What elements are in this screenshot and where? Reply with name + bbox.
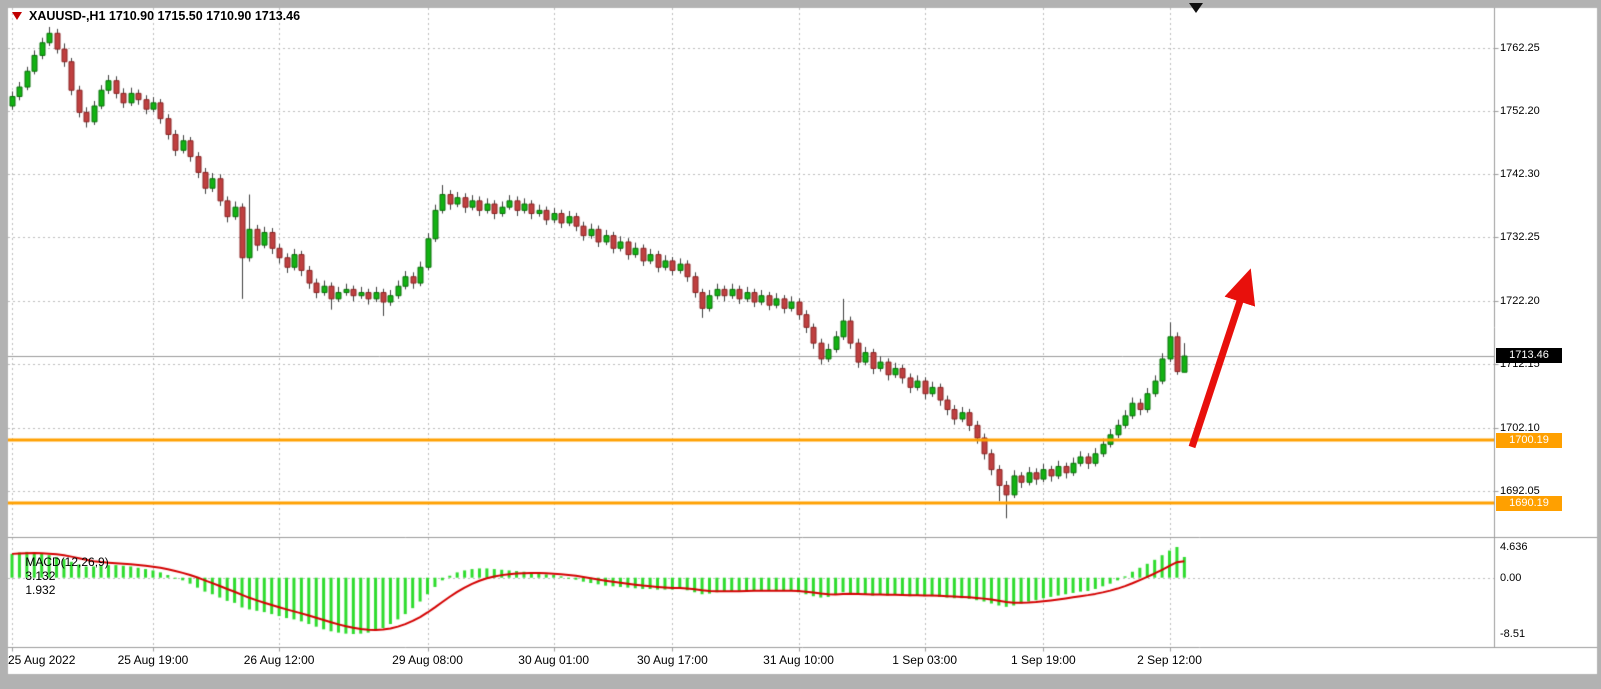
macd-header: MACD(12,26,9) 3.132 1.932 (12, 541, 115, 611)
down-triangle-marker (1189, 3, 1203, 13)
time-axis-label: 31 Aug 10:00 (763, 653, 834, 667)
time-axis-label: 25 Aug 2022 (8, 653, 76, 667)
price-axis-label: 1762.25 (1500, 41, 1540, 54)
symbol-triangle-icon[interactable] (12, 12, 22, 20)
time-axis-label: 26 Aug 12:00 (243, 653, 315, 667)
macd-axis-max: 4.636 (1500, 541, 1528, 554)
macd-axis-zero: 0.00 (1500, 571, 1522, 584)
symbol-ohlc-label: XAUUSD-,H1 1710.90 1715.50 1710.90 1713.… (29, 9, 301, 23)
chart-header: XAUUSD-,H1 1710.90 1715.50 1710.90 1713.… (12, 9, 300, 23)
level-price-tag[interactable]: 1700.19 (1496, 432, 1562, 448)
macd-title: MACD(12,26,9) (25, 555, 109, 569)
macd-axis-min: -8.51 (1500, 628, 1526, 641)
time-axis-label: 29 Aug 08:00 (392, 653, 463, 667)
price-axis-label: 1702.10 (1500, 421, 1540, 434)
time-axis-label: 2 Sep 12:00 (1137, 653, 1202, 667)
macd-main-value: 3.132 (25, 569, 56, 583)
time-axis-label: 30 Aug 17:00 (637, 653, 708, 667)
level-price-tag[interactable]: 1690.19 (1496, 496, 1562, 512)
macd-signal-value: 1.932 (25, 583, 56, 597)
price-axis-label: 1732.25 (1500, 231, 1540, 244)
current-price-tag: 1713.46 (1496, 348, 1562, 364)
time-axis-label: 25 Aug 19:00 (117, 653, 189, 667)
price-axis-label: 1722.20 (1500, 294, 1540, 307)
time-axis-label: 30 Aug 01:00 (518, 653, 590, 667)
time-axis-label: 1 Sep 03:00 (892, 653, 958, 667)
price-axis-label: 1742.30 (1500, 167, 1540, 180)
price-axis-label: 1752.20 (1500, 105, 1540, 118)
price-axis-label: 1692.05 (1500, 485, 1540, 498)
time-axis-label: 1 Sep 19:00 (1011, 653, 1076, 667)
